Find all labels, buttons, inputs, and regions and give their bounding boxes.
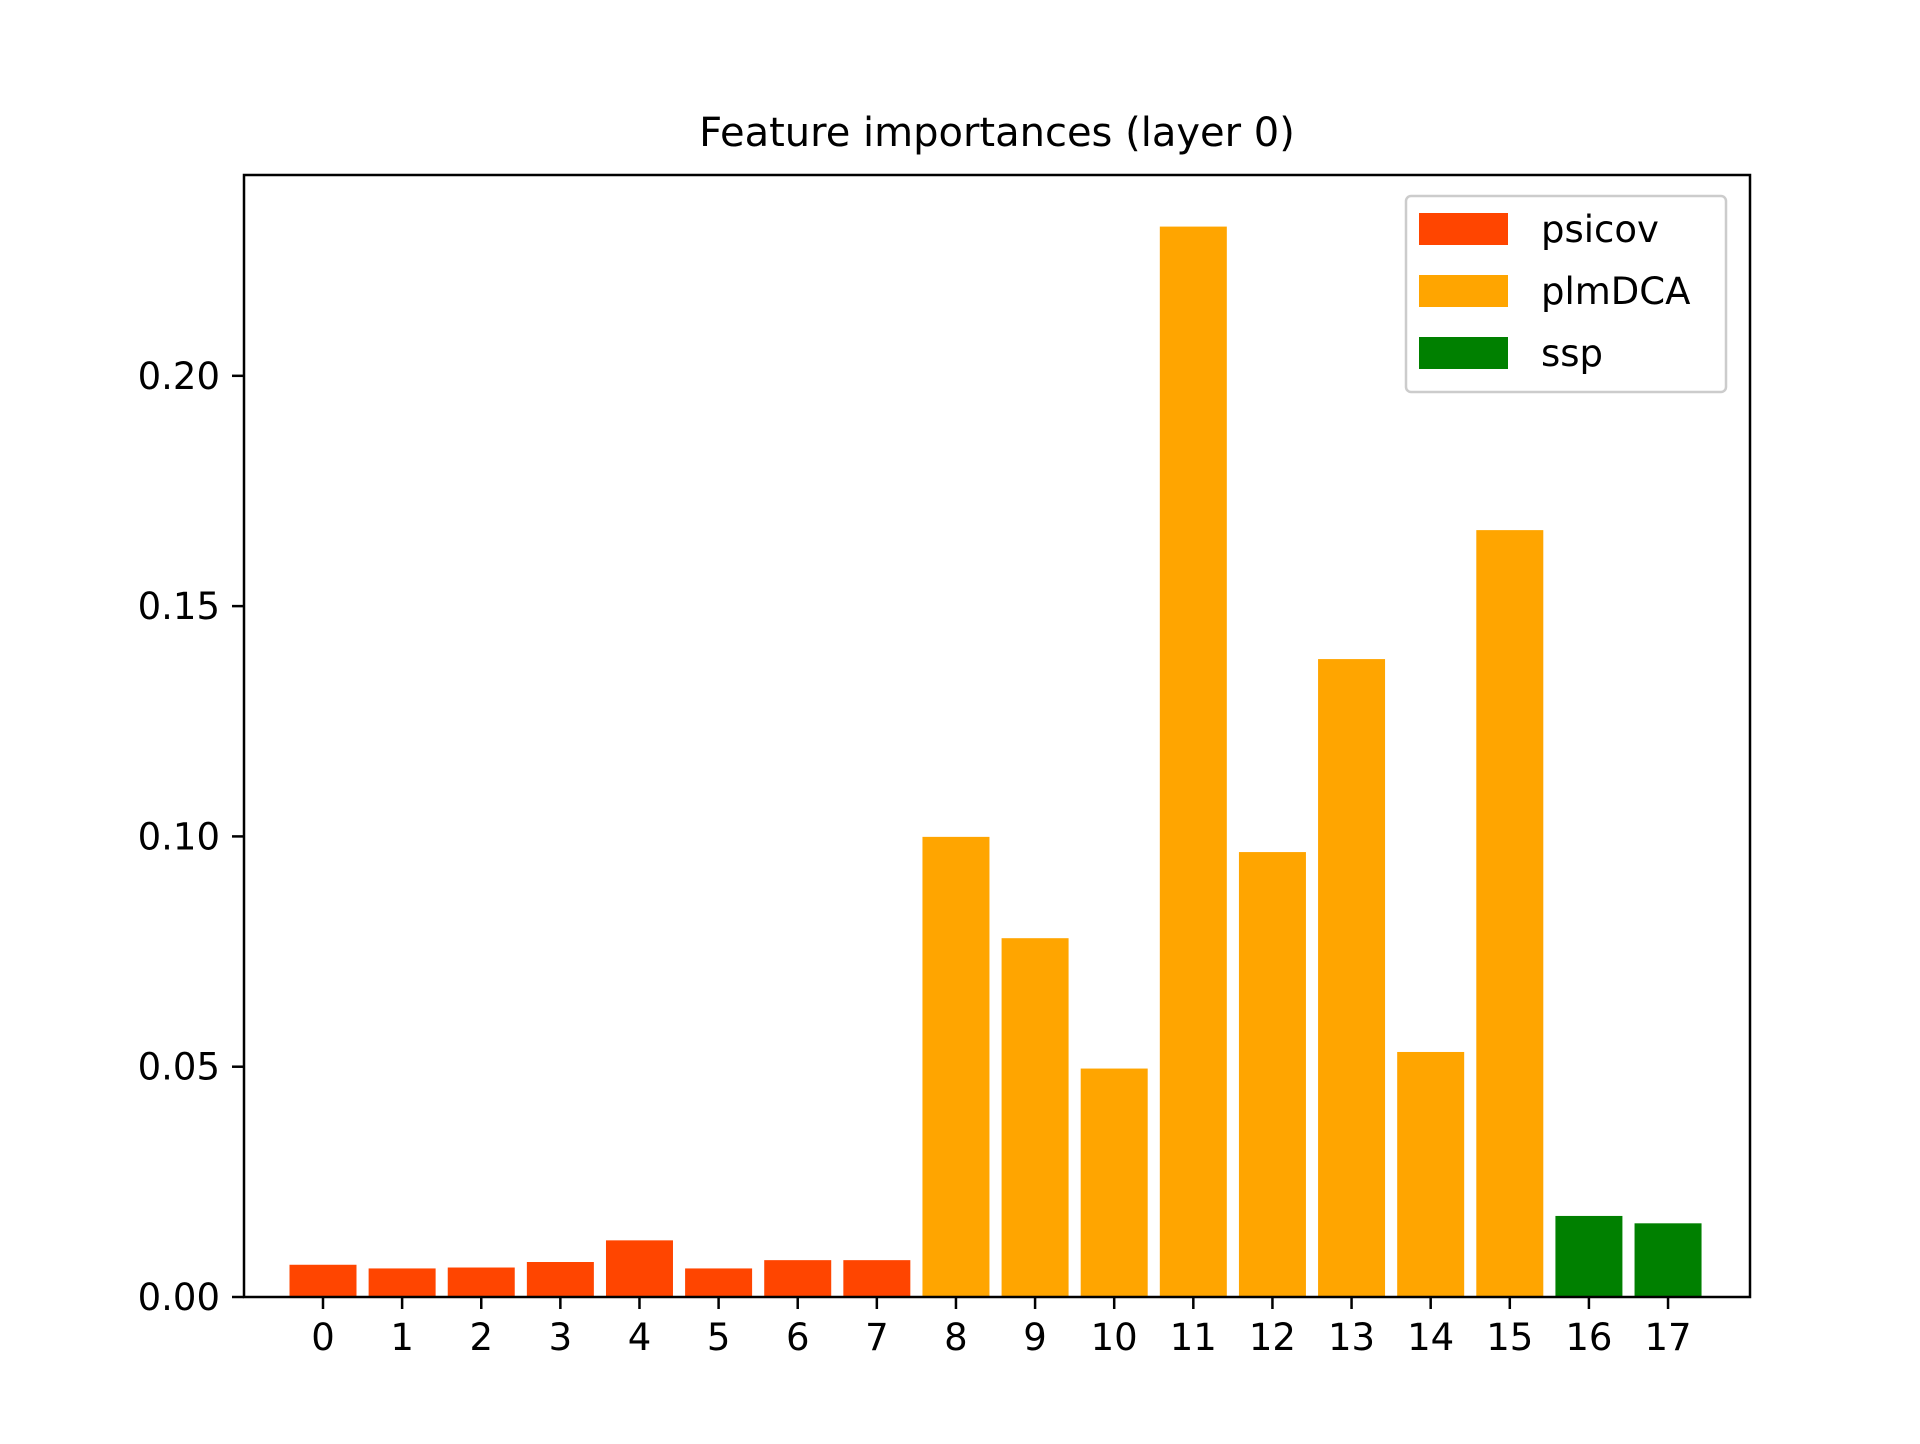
y-tick-label: 0.20 [138,355,220,398]
bar-5 [685,1268,753,1297]
bar-9 [1001,938,1069,1297]
x-tick-label: 15 [1486,1316,1533,1359]
bar-4 [605,1240,673,1297]
legend-swatch-ssp [1419,337,1508,369]
x-tick-label: 5 [707,1316,731,1359]
x-tick-label: 0 [311,1316,335,1359]
legend-swatch-psicov [1419,213,1508,245]
bar-14 [1397,1051,1465,1297]
bars-layer [289,226,1702,1298]
bar-17 [1634,1223,1702,1297]
bar-13 [1318,659,1386,1297]
legend: psicov plmDCA ssp [1404,194,1728,394]
bar-15 [1476,530,1544,1297]
plot-frame [242,173,1752,1299]
x-tick-label: 3 [549,1316,573,1359]
x-axis: 0 1 2 3 4 5 6 7 8 9 10 11 12 13 14 15 16 17 [311,1297,1692,1359]
bar-6 [764,1260,832,1297]
x-tick-label: 9 [1023,1316,1047,1359]
x-tick-label: 4 [628,1316,652,1359]
x-tick-label: 12 [1249,1316,1296,1359]
bar-10 [1080,1068,1148,1297]
x-tick-label: 16 [1565,1316,1612,1359]
x-tick-label: 14 [1407,1316,1454,1359]
x-tick-label: 17 [1644,1316,1691,1359]
legend-label-ssp: ssp [1541,332,1603,375]
bar-0 [289,1264,357,1297]
bar-11 [1159,226,1227,1298]
y-tick-label: 0.05 [138,1046,220,1089]
bar-12 [1238,852,1306,1297]
bar-8 [922,836,990,1297]
bar-16 [1555,1215,1623,1297]
legend-label-psicov: psicov [1541,208,1659,251]
legend-label-plmDCA: plmDCA [1541,270,1690,313]
bar-3 [526,1262,594,1297]
y-tick-label: 0.00 [138,1276,220,1319]
x-tick-label: 6 [786,1316,810,1359]
legend-swatch-plmDCA [1419,275,1508,307]
bar-7 [843,1260,911,1297]
y-tick-label: 0.15 [138,585,220,628]
x-tick-label: 1 [390,1316,414,1359]
bar-2 [447,1267,515,1297]
x-tick-label: 7 [865,1316,889,1359]
x-tick-label: 13 [1328,1316,1375,1359]
x-tick-label: 10 [1091,1316,1138,1359]
x-tick-label: 8 [944,1316,968,1359]
bar-1 [368,1268,436,1297]
x-tick-label: 2 [469,1316,493,1359]
chart-title: Feature importances (layer 0) [699,110,1295,156]
y-axis: 0.00 0.05 0.10 0.15 0.20 [138,355,244,1319]
y-tick-label: 0.10 [138,815,220,858]
x-tick-label: 11 [1170,1316,1217,1359]
